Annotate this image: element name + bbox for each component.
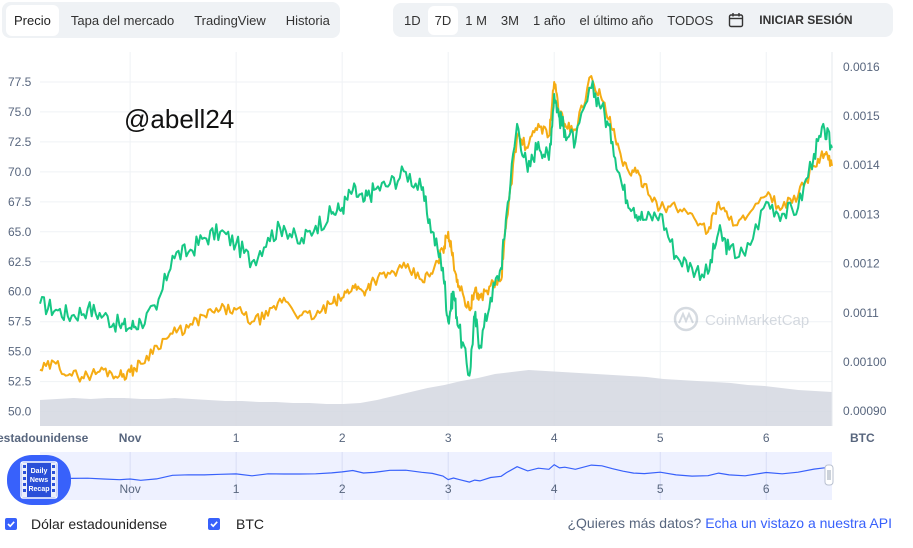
calendar-icon[interactable] [720,6,752,34]
navigator-tick-label: 6 [763,482,770,496]
tab-tradingview[interactable]: TradingView [194,12,266,28]
coinmarketcap-watermark: CoinMarketCap [673,306,809,332]
y-left-tick-label: 60.0 [8,285,32,299]
x-tick-label: 4 [551,431,558,445]
navigator-tick-label: 1 [233,482,240,496]
range-selector: 1D 7D 1 M 3M 1 año el último año TODOS I… [393,3,893,37]
chart-legend: Dólar estadounidense BTC ¿Quieres más da… [0,512,913,538]
badge-line3: Recap [28,486,49,493]
x-axis: Nov 1 2 3 4 5 6 estadounidense [0,431,770,445]
daily-news-recap-badge: Daily News Recap [7,455,71,505]
x-tick-label: 6 [763,431,770,445]
y-axis-right: 0.00090 0.00100 0.0011 0.0012 0.0013 0.0014 0.… [843,60,887,445]
y-right-tick-label: 0.0013 [843,207,880,221]
tab-tapa-del-mercado[interactable]: Tapa del mercado [70,12,175,28]
volume-area [40,370,832,426]
navigator-handle-right[interactable] [824,464,834,486]
x-tick-label: 5 [657,431,664,445]
navigator-tick-label: 4 [551,482,558,496]
y-left-tick-label: 57.5 [8,315,32,329]
y-left-tick-label: 70.0 [8,165,32,179]
y-left-tick-label: 75.0 [8,105,32,119]
range-7d-button[interactable]: 7D [427,5,459,35]
range-1m-button[interactable]: 1 M [465,12,487,28]
series-line-green [39,80,833,377]
api-prompt: ¿Quieres más datos? Echa un vistazo a nu… [567,515,892,531]
x-tick-label: 1 [233,431,240,445]
y-right-tick-label: 0.0015 [843,109,880,123]
chart-gridlines [40,52,832,426]
y-left-tick-label: 65.0 [8,225,32,239]
usd-checkbox[interactable] [5,518,17,530]
tab-historia[interactable]: Historia [285,12,330,28]
y-left-tick-label: 67.5 [8,195,32,209]
y-right-tick-label: 0.0016 [843,60,880,74]
y-right-tick-label: 0.00090 [843,404,887,418]
overlay-username: @abell24 [124,104,235,134]
y-right-tick-label: 0.0014 [843,158,880,172]
y-left-tick-label: 52.5 [8,375,32,389]
y-left-tick-label: 77.5 [8,75,32,89]
range-1y-button[interactable]: 1 año [532,12,566,28]
badge-line2: News [30,477,48,484]
y-left-tick-label: 72.5 [8,135,32,149]
x-tick-label: 2 [339,431,346,445]
watermark-text: CoinMarketCap [705,312,809,329]
tab-precio[interactable]: Precio [6,4,59,36]
navigator-line [39,463,833,483]
btc-checkbox[interactable] [208,518,220,530]
y-axis-left: 50.0 52.5 55.0 57.5 60.0 62.5 65.0 67.5 70.0 72.5… [8,75,32,419]
range-all-button[interactable]: TODOS [667,12,714,28]
x-tick-label: 3 [445,431,452,445]
y-left-tick-label: 55.0 [8,345,32,359]
navigator-tick-label: 5 [657,482,664,496]
y-left-tick-label: 50.0 [8,405,32,419]
api-link[interactable]: Echa un vistazo a nuestra API [705,515,892,531]
range-last-year-button[interactable]: el último año [579,12,654,28]
y-right-tick-label: 0.00100 [843,355,887,369]
login-button[interactable]: INICIAR SESIÓN [759,13,853,27]
range-3m-button[interactable]: 3M [500,12,519,28]
badge-line1: Daily [31,468,48,475]
api-question: ¿Quieres más datos? [567,515,702,531]
navigator-background [40,452,832,500]
range-1d-button[interactable]: 1D [404,12,421,28]
chart-tabs: Precio Tapa del mercado TradingView Hist… [2,2,340,38]
navigator-gridlines [129,452,767,500]
btc-legend-label: BTC [236,516,264,532]
x-axis-left-label: estadounidense [0,431,89,445]
navigator-tick-label: Nov [119,482,140,496]
navigator-tick-label: 2 [339,482,346,496]
series-line-orange [39,75,833,383]
navigator-tick-label: 3 [445,482,452,496]
y-right-unit-label: BTC [850,431,875,445]
usd-legend-label: Dólar estadounidense [31,516,168,532]
y-right-tick-label: 0.0011 [843,306,879,320]
y-right-tick-label: 0.0012 [843,257,880,271]
navigator-ticks: Nov 1 2 3 4 5 6 [119,482,769,496]
y-left-tick-label: 62.5 [8,255,32,269]
x-tick-label: Nov [119,431,142,445]
